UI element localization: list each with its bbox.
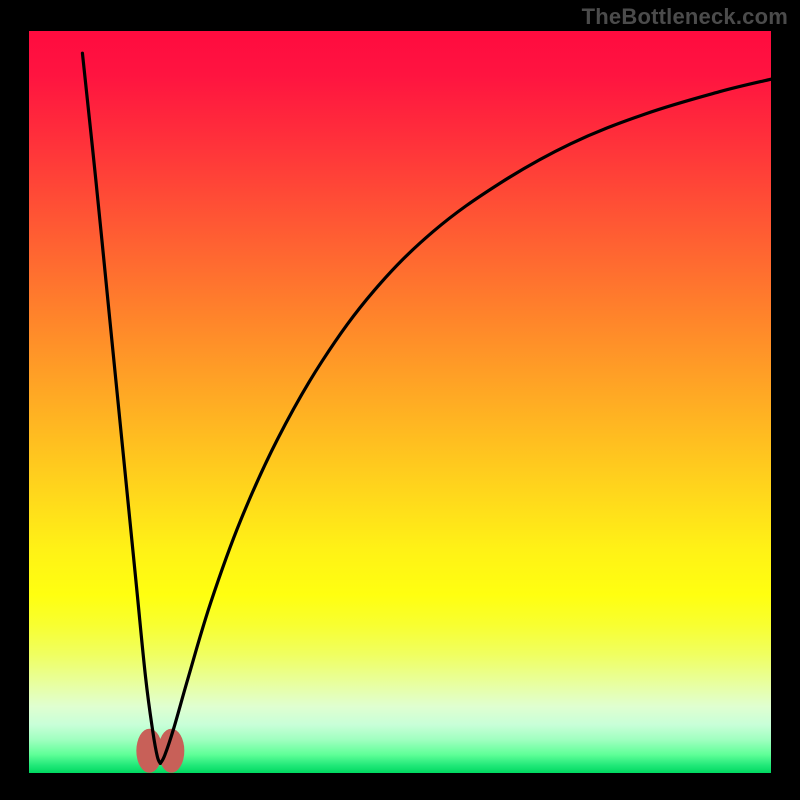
gradient-background: [29, 31, 771, 773]
plot-area: [29, 31, 771, 773]
watermark-text: TheBottleneck.com: [582, 4, 788, 30]
plot-svg: [29, 31, 771, 773]
canvas: TheBottleneck.com: [0, 0, 800, 800]
